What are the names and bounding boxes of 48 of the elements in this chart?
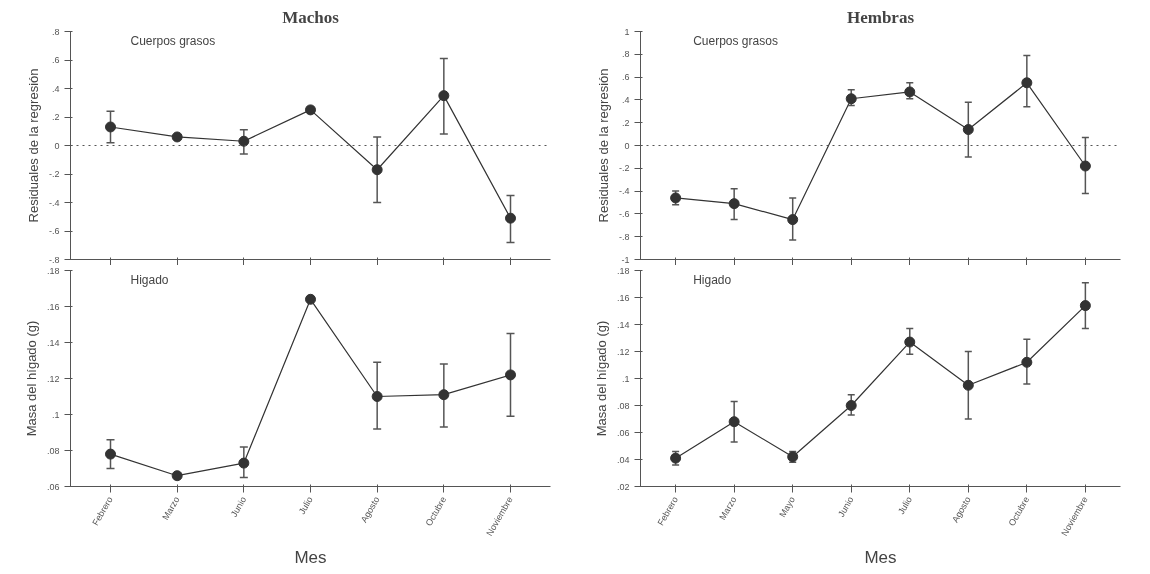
y-tick-label: 0 — [54, 140, 60, 151]
y-tick-label: .1 — [51, 409, 60, 420]
y-tick-label: .14 — [46, 337, 60, 348]
y-axis-title: Residuales de la regresión — [26, 68, 41, 223]
y-tick-label: -.2 — [49, 169, 60, 179]
y-tick-label: .06 — [616, 427, 630, 438]
x-axis-title: Mes — [294, 548, 327, 568]
annotation: Higado — [130, 272, 169, 287]
y-tick-label: .8 — [621, 49, 630, 60]
y-tick-label: 0 — [624, 140, 630, 151]
y-tick-label: -.8 — [49, 254, 60, 265]
y-tick-label: 1 — [624, 26, 630, 37]
y-tick-label: .06 — [46, 481, 60, 492]
y-tick-label: .4 — [621, 94, 630, 105]
y-tick-label: .8 — [51, 26, 60, 37]
y-tick-label: -.6 — [619, 208, 630, 219]
y-tick-label: .1 — [621, 373, 630, 384]
y-tick-label: -.4 — [619, 186, 630, 197]
y-tick-label: -1 — [621, 254, 630, 265]
y-tick-label: .2 — [621, 117, 630, 128]
y-tick-label: -.4 — [49, 197, 60, 208]
y-tick-label: .2 — [51, 112, 60, 122]
y-tick-label: .6 — [621, 72, 630, 83]
annotation: Cuerpos grasos — [693, 33, 778, 48]
y-tick-label: -.2 — [619, 163, 630, 174]
y-tick-label: .16 — [46, 301, 60, 312]
y-tick-label: .08 — [46, 445, 60, 456]
y-tick-label: .14 — [616, 319, 630, 330]
chart-title: Hembras — [846, 7, 915, 27]
y-tick-label: .18 — [46, 265, 60, 276]
annotation: Cuerpos grasos — [130, 33, 216, 48]
y-tick-label: .02 — [616, 481, 630, 492]
y-tick-label: .04 — [616, 454, 630, 465]
y-tick-label: .6 — [51, 55, 60, 65]
x-axis-title: Mes — [864, 548, 897, 568]
y-tick-label: -.8 — [619, 231, 630, 242]
y-tick-label: .4 — [51, 83, 60, 94]
y-axis-title: Masa del hígado (g) — [23, 320, 39, 437]
y-tick-label: -.6 — [49, 226, 60, 236]
y-tick-label: .18 — [616, 265, 630, 276]
y-tick-label: .08 — [616, 400, 630, 411]
y-axis-title: Residuales de la regresión — [596, 68, 611, 223]
chart-title: Machos — [282, 7, 340, 27]
y-axis-title: Masa del hígado (g) — [593, 320, 609, 437]
y-tick-label: .12 — [46, 373, 60, 384]
y-tick-label: .16 — [616, 292, 630, 303]
y-tick-label: .12 — [616, 346, 630, 357]
annotation: Higado — [693, 272, 732, 287]
